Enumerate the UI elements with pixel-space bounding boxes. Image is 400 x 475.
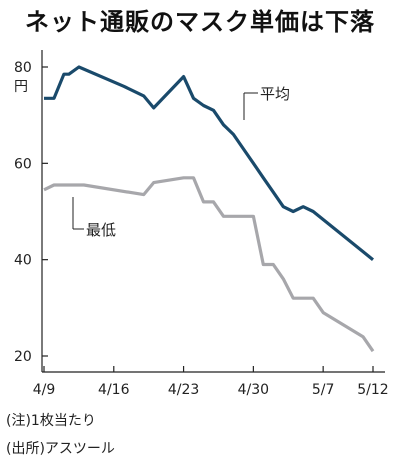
footnote-source: (出所)アスツール xyxy=(6,441,115,457)
x-tick-label: 5/7 xyxy=(312,382,335,398)
chart-title: ネット通販のマスク単価は下落 xyxy=(25,8,375,36)
series-line-0 xyxy=(44,65,375,261)
x-tick-label: 4/30 xyxy=(238,382,269,398)
x-tick-label: 5/12 xyxy=(357,382,388,398)
x-tick-label: 4/9 xyxy=(33,382,56,398)
series-layer xyxy=(43,65,375,353)
x-tick-label: 4/16 xyxy=(98,382,130,398)
y-tick-label: 20 xyxy=(14,349,32,365)
y-tick-label: 80 xyxy=(14,60,32,76)
x-tick-label: 4/23 xyxy=(168,382,199,398)
y-tick-label: 60 xyxy=(14,156,32,172)
chart-axes: 20 40 60 80 円 4/9 4/16 4/23 4/30 5/7 5/12 xyxy=(14,50,389,398)
y-unit-label: 円 xyxy=(14,79,28,95)
footnote-per-piece: (注)1枚当たり xyxy=(6,413,96,429)
series-label-average: 平均 xyxy=(260,85,290,103)
y-tick-label: 40 xyxy=(14,253,32,269)
series-label-minimum: 最低 xyxy=(86,221,116,239)
series-line-1 xyxy=(43,176,375,353)
